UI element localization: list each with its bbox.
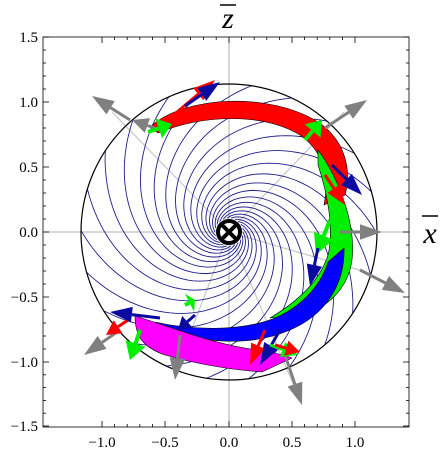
spiral-line xyxy=(205,173,374,287)
arrow-head xyxy=(106,320,123,335)
arrow-shaft xyxy=(269,329,282,347)
z-axis-title: z xyxy=(220,2,236,35)
x-tick-labels: −1.0 −0.5 0.0 0.5 1.0 xyxy=(88,435,364,451)
arrow xyxy=(147,118,172,139)
arrow-head xyxy=(340,173,362,195)
spiral-line xyxy=(123,107,246,274)
arrow xyxy=(303,120,322,142)
arrow-shaft xyxy=(274,343,287,350)
arrow-head xyxy=(110,306,133,323)
arrow-shaft xyxy=(109,106,131,122)
center-otimes-icon xyxy=(216,219,242,245)
arrow-head xyxy=(260,342,278,365)
arrow-shaft xyxy=(359,268,387,285)
y-tick-label: −1.0 xyxy=(11,355,38,371)
arrow xyxy=(324,100,367,130)
otimes-cross xyxy=(219,222,239,242)
spiral-line xyxy=(81,218,262,314)
arrow xyxy=(125,329,146,360)
arrow xyxy=(306,247,323,286)
spiral-line xyxy=(201,162,377,245)
arrow-shaft xyxy=(312,247,320,266)
arrow xyxy=(178,313,196,330)
arrow xyxy=(340,224,382,240)
arrow-shaft xyxy=(117,318,129,328)
y-tick-label: 0.0 xyxy=(19,225,38,241)
x-tick-label: 1.0 xyxy=(346,435,365,451)
arrow-shaft xyxy=(323,174,336,190)
y-tick-labels: 1.5 1.0 0.5 0.0 −0.5 −1.0 −1.5 xyxy=(11,30,38,435)
arrow-head xyxy=(84,336,107,355)
arrow-head xyxy=(327,184,345,205)
x-tick-label: 0.5 xyxy=(283,435,302,451)
arrow-head xyxy=(306,263,323,286)
arrow xyxy=(359,268,405,293)
spiral-line xyxy=(214,196,318,377)
arrow-head xyxy=(132,118,151,133)
arrow-shaft xyxy=(147,126,160,134)
x-axis-label: x xyxy=(422,217,437,250)
tick-marks xyxy=(43,36,409,427)
arrow-head xyxy=(155,118,172,139)
arrow xyxy=(184,82,220,108)
spiral-line xyxy=(84,177,253,291)
y-tick-label: −1.5 xyxy=(11,419,38,435)
x-tick-label: −0.5 xyxy=(151,435,178,451)
arrow xyxy=(169,334,186,380)
arrow-head xyxy=(381,276,405,293)
z-axis-label: z xyxy=(221,2,234,35)
y-tick-label: −0.5 xyxy=(11,290,38,306)
force-arrows xyxy=(84,80,405,405)
arrow-shaft xyxy=(283,354,297,385)
arrow xyxy=(330,163,362,195)
arrow-head xyxy=(197,82,220,101)
arrow-shaft xyxy=(175,334,182,359)
arrow-head xyxy=(284,340,300,356)
x-tick-label: −1.0 xyxy=(88,435,115,451)
arrow xyxy=(106,318,129,335)
arrow xyxy=(110,306,161,323)
x-tick-label: 0.0 xyxy=(220,435,239,451)
x-axis-title: x xyxy=(422,215,438,250)
y-tick-label: 0.5 xyxy=(19,160,38,176)
y-tick-label: 1.0 xyxy=(19,95,38,111)
arrow-shaft xyxy=(269,343,284,351)
spiral-line xyxy=(212,190,335,357)
arrow-head xyxy=(304,120,322,138)
arrow-head xyxy=(250,342,266,365)
arrow-shaft xyxy=(184,93,203,108)
y-tick-label: 1.5 xyxy=(19,30,38,46)
spiral-line xyxy=(81,219,257,302)
arrow-shaft xyxy=(186,313,196,323)
arrow-head xyxy=(169,357,186,380)
arrow-shaft xyxy=(256,329,267,347)
arrow xyxy=(184,293,195,313)
arrow-head xyxy=(125,340,146,360)
arrow-shaft xyxy=(131,313,161,320)
arrow xyxy=(92,96,131,122)
arrow xyxy=(260,329,282,365)
arrow-head xyxy=(344,100,367,119)
arrow-shaft xyxy=(303,129,315,142)
arrow-head xyxy=(184,293,195,313)
arrow-head xyxy=(287,381,303,405)
arrow-shaft xyxy=(184,300,191,307)
arrow-head xyxy=(92,96,115,115)
arrow-shaft xyxy=(324,110,350,130)
arrow-shaft xyxy=(330,163,348,181)
arrow-head xyxy=(178,315,193,330)
arrow-head xyxy=(360,224,382,240)
arrow-shaft xyxy=(169,93,200,120)
spiral-line xyxy=(104,138,249,282)
arrow-shaft xyxy=(321,219,332,237)
arrow xyxy=(283,354,303,405)
spiral-line xyxy=(209,182,354,326)
arrow xyxy=(250,329,267,365)
arrow xyxy=(323,174,345,205)
arrow-shaft xyxy=(133,329,142,345)
arrow xyxy=(274,340,300,356)
guide-line xyxy=(111,111,230,233)
